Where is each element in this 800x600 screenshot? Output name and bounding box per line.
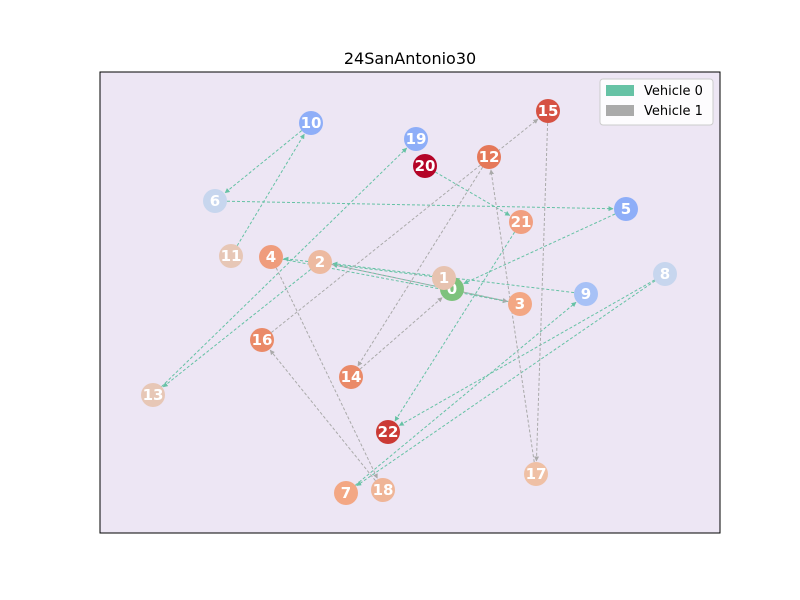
customer-node-1: 1 [432, 266, 456, 290]
node-label-10: 10 [301, 114, 322, 132]
node-circle-9 [574, 282, 598, 306]
node-label-14: 14 [341, 368, 362, 386]
node-circle-10 [299, 111, 323, 135]
node-circle-15 [536, 99, 560, 123]
customer-node-12: 12 [477, 145, 501, 169]
node-label-5: 5 [621, 200, 631, 218]
customer-node-19: 19 [404, 127, 428, 151]
node-label-6: 6 [210, 192, 220, 210]
figure-title: 24SanAntonio30 [344, 49, 476, 68]
customer-node-8: 8 [653, 262, 677, 286]
customer-node-5: 5 [614, 197, 638, 221]
node-label-7: 7 [341, 484, 351, 502]
node-circle-11 [219, 244, 243, 268]
edge-vehicle-1-12-to-14 [357, 166, 484, 367]
node-label-3: 3 [515, 295, 525, 313]
customer-node-15: 15 [536, 99, 560, 123]
node-label-20: 20 [415, 157, 436, 175]
customer-node-10: 10 [299, 111, 323, 135]
node-circle-13 [141, 383, 165, 407]
edge-vehicle-0-11-to-10 [236, 133, 305, 246]
node-label-0: 0 [447, 280, 457, 298]
node-label-4: 4 [266, 248, 276, 266]
node-circle-3 [508, 292, 532, 316]
legend-label-vehicle-0: Vehicle 0 [644, 84, 703, 99]
edge-vehicle-1-16-to-15 [271, 118, 539, 333]
legend-label-vehicle-1: Vehicle 1 [644, 104, 703, 119]
node-label-21: 21 [511, 213, 532, 231]
node-circle-17 [524, 462, 548, 486]
edge-vehicle-0-8-to-22 [398, 279, 655, 426]
edge-vehicle-1-17-to-12 [489, 169, 535, 463]
customer-node-6: 6 [203, 189, 227, 213]
node-circle-5 [614, 197, 638, 221]
customer-node-16: 16 [250, 328, 274, 352]
customer-node-11: 11 [219, 244, 243, 268]
node-circle-14 [339, 365, 363, 389]
node-label-11: 11 [221, 247, 242, 265]
customer-node-4: 4 [259, 245, 283, 269]
customer-node-18: 18 [371, 478, 395, 502]
customer-node-21: 21 [509, 210, 533, 234]
node-circle-19 [404, 127, 428, 151]
customer-node-13: 13 [141, 383, 165, 407]
node-circle-20 [413, 154, 437, 178]
edge-vehicle-0-6-to-5 [226, 200, 614, 212]
edge-vehicle-0-8-to-7 [356, 280, 656, 487]
customer-node-14: 14 [339, 365, 363, 389]
edge-vehicle-0-13-to-19 [161, 147, 408, 387]
edge-vehicle-0-5-to-0 [463, 213, 616, 285]
legend: Vehicle 0 Vehicle 1 [599, 78, 714, 126]
edge-vehicle-1-4-to-18 [275, 267, 378, 479]
node-label-2: 2 [315, 253, 325, 271]
edge-vehicle-1-14-to-0 [359, 297, 443, 370]
customer-node-9: 9 [574, 282, 598, 306]
node-circle-12 [477, 145, 501, 169]
customer-node-3: 3 [508, 292, 532, 316]
edge-vehicle-0-21-to-22 [394, 231, 516, 422]
edge-vehicle-0-10-to-6 [224, 130, 303, 194]
node-label-19: 19 [406, 130, 427, 148]
node-circle-8 [653, 262, 677, 286]
node-label-8: 8 [660, 265, 670, 283]
node-circle-1 [432, 266, 456, 290]
edge-vehicle-0-7-to-9 [354, 301, 577, 486]
node-label-22: 22 [378, 423, 399, 441]
node-circle-22 [376, 420, 400, 444]
node-label-16: 16 [252, 331, 273, 349]
node-label-1: 1 [439, 269, 449, 287]
edge-vehicle-1-15-to-17 [534, 122, 549, 462]
node-label-17: 17 [526, 465, 547, 483]
customer-node-22: 22 [376, 420, 400, 444]
node-label-18: 18 [373, 481, 394, 499]
node-label-13: 13 [143, 386, 164, 404]
node-circle-6 [203, 189, 227, 213]
node-label-15: 15 [538, 102, 559, 120]
edge-vehicle-0-2-to-13 [162, 269, 311, 388]
customer-node-17: 17 [524, 462, 548, 486]
node-circle-18 [371, 478, 395, 502]
node-circle-4 [259, 245, 283, 269]
edge-vehicle-0-4-to-3 [282, 258, 508, 304]
legend-swatch-vehicle-0 [606, 85, 634, 96]
edge-vehicle-1-18-to-16 [269, 349, 376, 481]
node-label-12: 12 [479, 148, 500, 166]
node-circle-16 [250, 328, 274, 352]
customer-node-7: 7 [334, 481, 358, 505]
customer-node-2: 2 [308, 250, 332, 274]
route-edges [161, 118, 656, 487]
edge-vehicle-0-20-to-21 [435, 171, 511, 216]
customer-node-20: 20 [413, 154, 437, 178]
legend-swatch-vehicle-1 [606, 105, 634, 116]
node-circle-2 [308, 250, 332, 274]
node-circle-7 [334, 481, 358, 505]
node-label-9: 9 [581, 285, 591, 303]
node-circle-21 [509, 210, 533, 234]
